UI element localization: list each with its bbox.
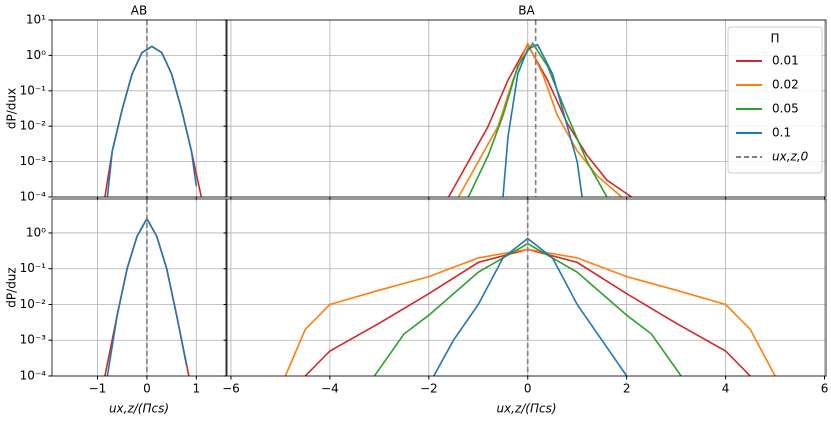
y-tick-label: 10⁰ <box>26 225 46 239</box>
x-tick-label: 1 <box>193 382 201 396</box>
x-tick-label: −4 <box>321 382 339 396</box>
data-line <box>502 43 583 197</box>
legend-label: 0.05 <box>772 102 799 116</box>
x-tick-label: −1 <box>89 382 107 396</box>
data-line <box>457 41 623 197</box>
y-tick-label: 10¹ <box>26 13 46 27</box>
axes-frame <box>226 19 827 198</box>
y-tick-label: 10⁻¹ <box>20 261 47 275</box>
axes-frame <box>226 198 827 377</box>
axes-frame <box>51 198 227 377</box>
y-axis-label: dP/dux <box>5 88 19 129</box>
x-tick-label: 4 <box>722 382 730 396</box>
y-tick-label: 10⁻² <box>20 119 47 133</box>
legend-box <box>727 26 823 174</box>
x-tick-label: −2 <box>420 382 438 396</box>
y-tick-label: 10⁻² <box>20 297 47 311</box>
panel-title: AB <box>131 4 147 18</box>
y-axis-label: dP/duz <box>5 267 19 307</box>
panel-title: BA <box>518 4 535 18</box>
axes-frame <box>51 19 227 198</box>
y-tick-label: 10⁻³ <box>20 333 47 347</box>
y-tick-label: 10⁻¹ <box>20 83 47 97</box>
data-line <box>433 237 628 376</box>
x-tick-label: 6 <box>821 382 829 396</box>
x-tick-label: 0 <box>143 382 151 396</box>
y-tick-label: 10⁻³ <box>20 154 47 168</box>
legend-label: ux,z,0 <box>772 150 809 164</box>
data-line <box>284 248 776 376</box>
y-tick-label: 10⁻⁴ <box>20 369 47 383</box>
legend-label: 0.1 <box>772 126 791 140</box>
y-tick-label: 10⁰ <box>26 48 46 62</box>
x-tick-label: 2 <box>623 382 631 396</box>
x-axis-label: ux,z/(Πcs) <box>496 402 556 416</box>
legend-label: 0.02 <box>772 78 799 92</box>
x-axis-label: ux,z/(Πcs) <box>109 402 169 416</box>
data-line <box>106 45 198 197</box>
x-tick-label: −6 <box>222 382 240 396</box>
legend-title: Π <box>770 32 779 46</box>
legend-label: 0.01 <box>772 54 799 68</box>
y-tick-label: 10⁻⁴ <box>20 190 47 204</box>
x-tick-label: 0 <box>524 382 532 396</box>
data-line <box>467 41 608 197</box>
